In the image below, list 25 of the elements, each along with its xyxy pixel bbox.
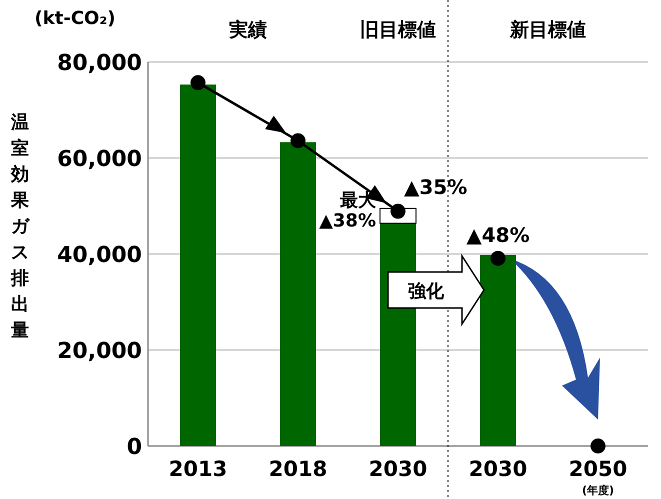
x-tick-label: 2030 [468,457,528,481]
text: (年度) [582,484,614,497]
bar [280,142,316,446]
bar [180,84,216,446]
x-tick-label: 2050 [568,457,628,481]
x-tick-label: 2018 [268,457,328,481]
point [490,250,506,266]
y-tick-label: 0 [126,435,142,460]
text: 温室効果ガス排出量 [11,112,29,341]
text: 実績 [228,19,267,41]
x-tick-label: 2030 [368,457,428,481]
point [590,438,606,454]
x-tick-label: 2013 [168,457,228,481]
annotation: ▲35% [404,175,468,199]
annotation: ▲48% [466,223,530,247]
text: 旧目標値 [360,19,436,41]
text: 新目標値 [509,19,586,41]
text: (kt-CO₂) [34,8,116,29]
y-tick-label: 20,000 [57,339,142,364]
point [290,133,306,148]
point [190,75,206,90]
y-tick-label: 80,000 [57,51,142,76]
annotation: 強化 [408,281,445,302]
y-tick-label: 40,000 [57,243,142,268]
y-tick-label: 60,000 [57,147,142,172]
